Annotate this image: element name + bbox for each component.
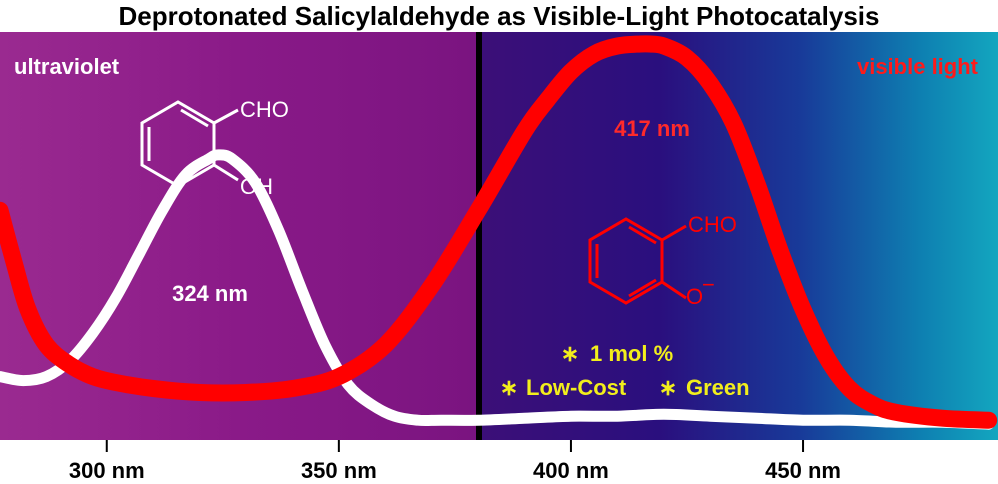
visible-region-label: visible light — [857, 54, 979, 79]
x-tick-label: 350 nm — [301, 458, 377, 483]
feature-green: Green — [686, 375, 750, 400]
neutral-peak-label: 324 nm — [172, 281, 248, 306]
x-tick-label: 300 nm — [69, 458, 145, 483]
neutral-cho-label: CHO — [240, 97, 289, 122]
uv-region-label: ultraviolet — [14, 54, 120, 79]
neutral-spectrum-curve — [0, 149, 995, 430]
anion-cho-label: CHO — [688, 212, 737, 237]
visible-region — [478, 32, 998, 440]
neutral-oh-label: OH — [240, 174, 273, 199]
feature-bullet-3: ∗ — [659, 375, 677, 400]
x-axis: 300 nm 350 nm 400 nm 450 nm — [69, 440, 841, 483]
feature-bullet-2: ∗ — [500, 375, 518, 400]
anion-charge-label: − — [702, 272, 715, 297]
feature-bullet-1: ∗ — [561, 341, 579, 366]
feature-low-cost: Low-Cost — [526, 375, 627, 400]
x-tick-label: 450 nm — [765, 458, 841, 483]
feature-loading: 1 mol % — [590, 341, 673, 366]
salicylaldehyde-anion-structure — [588, 217, 687, 305]
uv-region — [0, 32, 478, 440]
anion-peak-label: 417 nm — [614, 116, 690, 141]
chart-title: Deprotonated Salicylaldehyde as Visible-… — [118, 1, 880, 31]
salicylaldehyde-structure — [140, 100, 239, 188]
curves — [0, 35, 998, 430]
x-tick-label: 400 nm — [533, 458, 609, 483]
anion-o-label: O — [686, 284, 703, 309]
anion-spectrum-curve — [0, 35, 998, 429]
